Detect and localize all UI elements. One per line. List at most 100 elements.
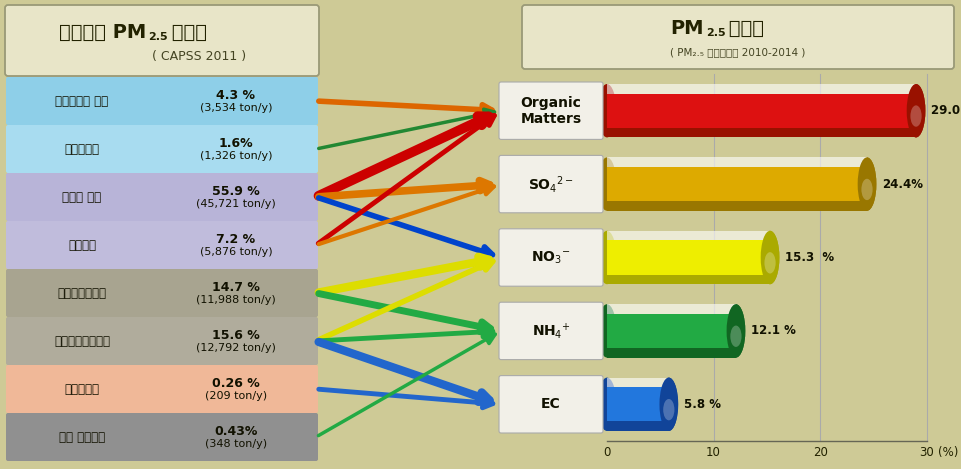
Bar — [606, 94, 915, 128]
Ellipse shape — [597, 84, 616, 137]
Text: 2.5: 2.5 — [148, 32, 168, 42]
Text: PM: PM — [670, 19, 703, 38]
Bar — [606, 201, 866, 211]
Text: (3,534 ton/y): (3,534 ton/y) — [200, 103, 272, 113]
Text: NH$_{4}$$^{+}$: NH$_{4}$$^{+}$ — [531, 321, 570, 341]
Text: 12.1 %: 12.1 % — [751, 325, 796, 337]
Text: 7.2 %: 7.2 % — [216, 233, 256, 245]
Ellipse shape — [597, 304, 616, 357]
FancyBboxPatch shape — [6, 365, 318, 413]
Bar — [606, 378, 668, 387]
Bar — [606, 314, 735, 348]
Ellipse shape — [726, 304, 745, 357]
Bar — [606, 231, 769, 241]
Text: EC: EC — [540, 397, 560, 411]
Bar — [606, 167, 866, 201]
Text: 24.4%: 24.4% — [881, 178, 923, 190]
Ellipse shape — [729, 325, 741, 347]
Ellipse shape — [764, 252, 775, 273]
FancyBboxPatch shape — [522, 5, 953, 69]
Text: SO$_{4}$$^{2-}$: SO$_{4}$$^{2-}$ — [528, 174, 574, 195]
Text: 15.6 %: 15.6 % — [212, 328, 259, 341]
Text: 2.5: 2.5 — [705, 28, 725, 38]
Text: 비도로이동오염원: 비도로이동오염원 — [54, 334, 110, 348]
Text: 폐기물정리: 폐기물정리 — [64, 383, 99, 395]
Ellipse shape — [597, 231, 616, 284]
Bar — [606, 304, 735, 314]
Text: 도로이동오염원: 도로이동오염원 — [58, 287, 107, 300]
Bar — [606, 421, 668, 431]
Text: 생산공정: 생산공정 — [68, 239, 96, 251]
Bar — [606, 274, 769, 284]
Text: 20: 20 — [812, 446, 826, 459]
Bar — [606, 158, 866, 167]
Text: 29.0 %: 29.0 % — [930, 104, 961, 117]
Text: 비산업연소: 비산업연소 — [64, 143, 99, 156]
Text: 0.43%: 0.43% — [214, 424, 258, 438]
Bar — [606, 387, 668, 421]
Text: 발생량: 발생량 — [164, 23, 207, 42]
Ellipse shape — [760, 231, 778, 284]
Bar — [606, 201, 866, 211]
FancyBboxPatch shape — [6, 221, 318, 269]
Text: 4.3 %: 4.3 % — [216, 89, 256, 101]
Text: 1.6%: 1.6% — [218, 136, 253, 150]
Text: ( PM₂.₅ 성분측정망 2010-2014 ): ( PM₂.₅ 성분측정망 2010-2014 ) — [670, 47, 805, 57]
Ellipse shape — [726, 304, 745, 357]
Text: 30: 30 — [919, 446, 933, 459]
Bar — [606, 304, 735, 314]
Ellipse shape — [906, 84, 924, 137]
Text: 0.26 %: 0.26 % — [212, 377, 259, 389]
Bar — [606, 128, 915, 137]
Ellipse shape — [659, 378, 678, 431]
Bar — [606, 241, 769, 274]
Text: (11,988 ton/y): (11,988 ton/y) — [196, 295, 276, 305]
FancyBboxPatch shape — [5, 5, 319, 76]
Bar — [606, 128, 915, 137]
Bar — [606, 378, 668, 387]
Ellipse shape — [760, 231, 778, 284]
Bar — [606, 241, 769, 274]
Text: NO$_{3}$$^{-}$: NO$_{3}$$^{-}$ — [530, 250, 570, 266]
Ellipse shape — [909, 106, 921, 127]
FancyBboxPatch shape — [499, 155, 603, 213]
Text: 14.7 %: 14.7 % — [211, 280, 259, 294]
Bar — [606, 348, 735, 357]
Ellipse shape — [597, 158, 616, 211]
Text: 배출원별 PM: 배출원별 PM — [60, 23, 146, 42]
FancyBboxPatch shape — [6, 413, 318, 461]
Ellipse shape — [659, 378, 678, 431]
Ellipse shape — [597, 378, 616, 431]
Ellipse shape — [662, 399, 674, 420]
Text: (1,326 ton/y): (1,326 ton/y) — [200, 151, 272, 161]
FancyBboxPatch shape — [499, 302, 603, 360]
Text: 55.9 %: 55.9 % — [212, 184, 259, 197]
FancyBboxPatch shape — [6, 269, 318, 317]
Text: 기타 면오염원: 기타 면오염원 — [59, 431, 105, 444]
Text: 5.8 %: 5.8 % — [683, 398, 721, 411]
Bar — [606, 421, 668, 431]
Text: (12,792 ton/y): (12,792 ton/y) — [196, 343, 276, 353]
Ellipse shape — [906, 84, 924, 137]
FancyBboxPatch shape — [6, 173, 318, 221]
FancyBboxPatch shape — [6, 317, 318, 365]
Ellipse shape — [857, 158, 875, 211]
Bar — [606, 158, 866, 167]
Ellipse shape — [857, 158, 875, 211]
Bar — [606, 314, 735, 348]
Text: 성분비: 성분비 — [721, 19, 763, 38]
FancyBboxPatch shape — [499, 82, 603, 139]
Bar — [606, 231, 769, 241]
Bar — [606, 94, 915, 128]
Text: 10: 10 — [705, 446, 720, 459]
Text: 0: 0 — [603, 446, 610, 459]
Text: 제조업 연소: 제조업 연소 — [62, 190, 102, 204]
Text: ( CAPSS 2011 ): ( CAPSS 2011 ) — [152, 50, 246, 62]
Text: (348 ton/y): (348 ton/y) — [205, 439, 267, 449]
Bar — [606, 274, 769, 284]
Text: (209 ton/y): (209 ton/y) — [205, 391, 267, 401]
Ellipse shape — [860, 179, 872, 200]
FancyBboxPatch shape — [6, 125, 318, 173]
Bar — [606, 167, 866, 201]
Text: 에너지산업 연소: 에너지산업 연소 — [56, 94, 109, 107]
